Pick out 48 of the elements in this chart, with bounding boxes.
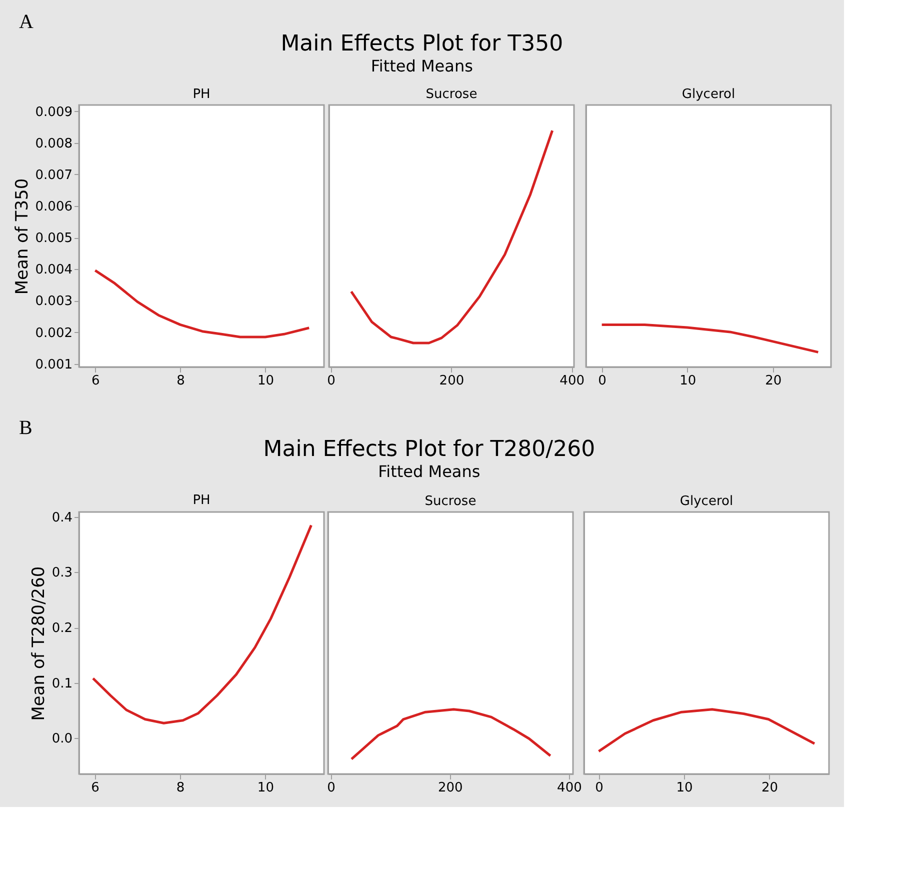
y-tick-label: 0.007	[35, 168, 72, 183]
y-tick-label: 0.008	[35, 136, 72, 152]
x-tick-label: 8	[176, 780, 185, 796]
chart-title: Glycerol	[680, 494, 734, 509]
chart-title: Sucrose	[424, 494, 476, 509]
text: B	[19, 417, 32, 439]
x-tick-label: 6	[92, 374, 100, 388]
text: Main Effects Plot for T280/260	[263, 437, 596, 462]
y-axis-title: Mean of T350	[12, 178, 32, 295]
chart-title: PH	[192, 492, 210, 508]
text: Main Effects Plot for T350	[280, 31, 564, 56]
y-tick-label: 0.1	[52, 676, 72, 692]
text: Fitted Means	[378, 462, 480, 482]
line-series	[94, 269, 310, 338]
x-tick-label: 0	[327, 374, 336, 388]
x-tick-label: 400	[557, 780, 582, 796]
x-tick-label: 6	[91, 780, 100, 796]
y-tick-label: 0.001	[35, 357, 72, 372]
y-tick-label: 0.006	[35, 200, 72, 215]
y-tick-label: 0.0	[52, 732, 72, 747]
x-tick-label: 10	[680, 374, 696, 388]
y-tick-label: 0.009	[35, 104, 72, 120]
chart-title: PH	[192, 87, 210, 102]
x-tick-label: 10	[257, 780, 274, 796]
y-axis-title: Mean of T280/260	[28, 566, 49, 721]
y-tick-label: 0.4	[52, 510, 72, 526]
text: A	[19, 11, 34, 33]
x-tick-label: 10	[258, 374, 274, 388]
y-tick-label: 0.3	[52, 566, 72, 581]
chart-title: Glycerol	[682, 87, 736, 102]
line-series	[92, 524, 312, 724]
text: Fitted Means	[370, 56, 473, 76]
y-tick-label: 0.2	[52, 621, 72, 636]
x-tick-label: 200	[438, 780, 463, 796]
x-tick-label: 0	[327, 780, 336, 796]
x-tick-label: 20	[765, 374, 782, 388]
y-tick-label: 0.004	[35, 262, 72, 278]
y-tick-label: 0.005	[35, 231, 72, 246]
chart-title: Sucrose	[426, 87, 478, 102]
x-tick-label: 0	[595, 780, 604, 796]
x-tick-label: 200	[439, 374, 464, 388]
x-tick-label: 8	[176, 374, 185, 388]
x-tick-label: 400	[560, 374, 585, 388]
y-tick-label: 0.003	[35, 294, 72, 310]
x-tick-label: 0	[598, 374, 606, 388]
y-tick-label: 0.002	[35, 326, 72, 341]
x-tick-label: 20	[762, 780, 778, 796]
x-tick-label: 10	[676, 780, 693, 796]
